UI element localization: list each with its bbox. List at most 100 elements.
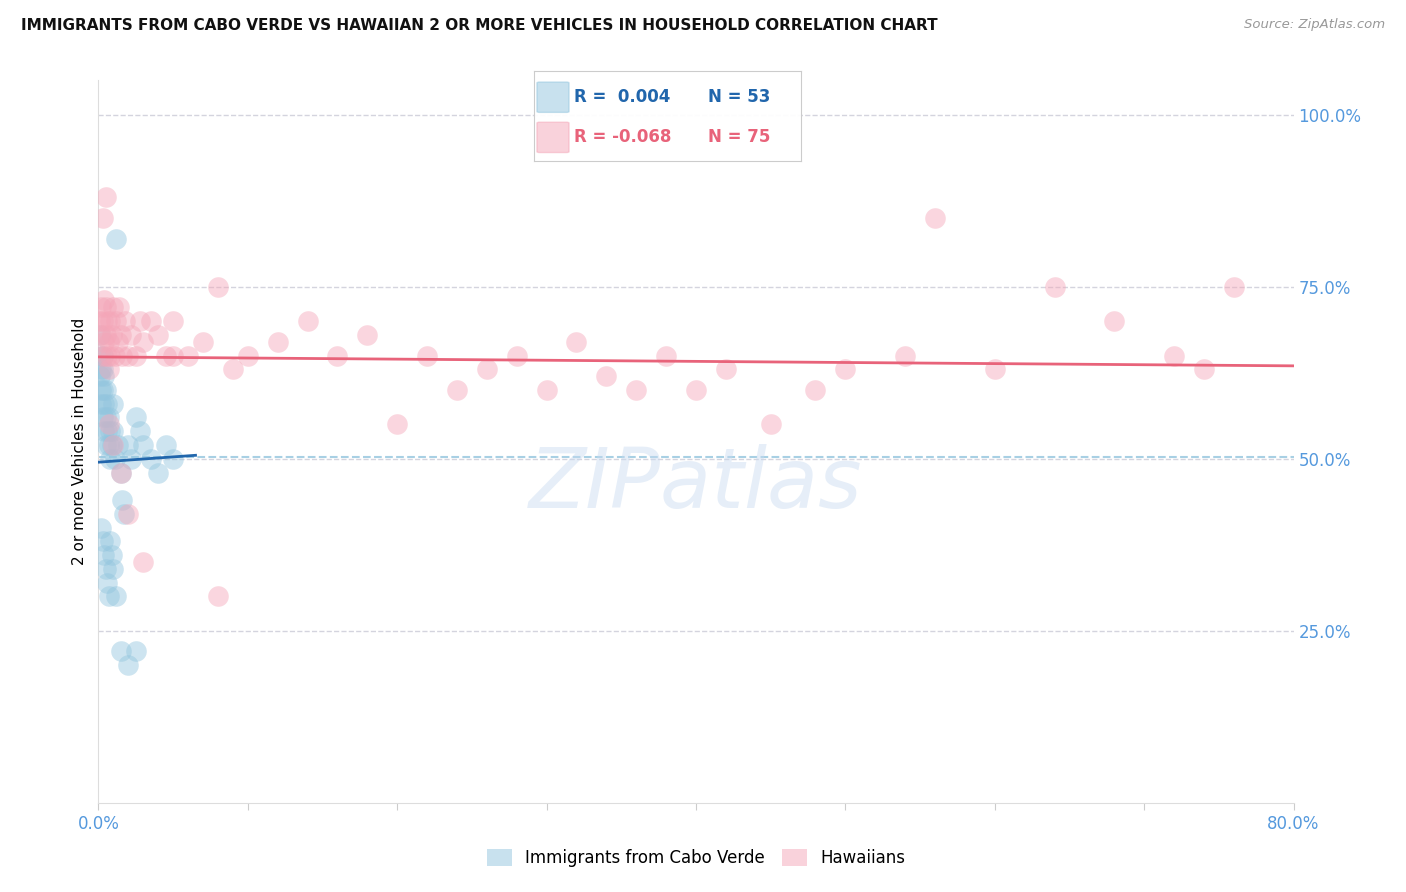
Point <box>162 314 184 328</box>
Legend: Immigrants from Cabo Verde, Hawaiians: Immigrants from Cabo Verde, Hawaiians <box>481 842 911 874</box>
Text: N = 53: N = 53 <box>709 88 770 106</box>
Point <box>108 301 131 315</box>
Point <box>91 314 114 328</box>
Point <box>90 397 112 411</box>
Point <box>984 362 1007 376</box>
Point <box>104 451 127 466</box>
Point <box>90 383 112 397</box>
Point <box>91 383 114 397</box>
Point <box>90 520 112 534</box>
Point <box>117 658 139 673</box>
Point <box>93 369 115 384</box>
Point <box>90 327 112 342</box>
Point <box>91 362 114 376</box>
Point <box>117 438 139 452</box>
Point <box>155 349 177 363</box>
Text: ZIPatlas: ZIPatlas <box>529 444 863 525</box>
Text: N = 75: N = 75 <box>709 128 770 146</box>
Point <box>101 548 124 562</box>
Point <box>1223 279 1246 293</box>
Point <box>105 590 128 604</box>
Point <box>90 362 112 376</box>
Point <box>132 555 155 569</box>
Point <box>129 314 152 328</box>
Point <box>155 438 177 452</box>
Point <box>162 349 184 363</box>
Point <box>132 334 155 349</box>
Point <box>94 410 117 425</box>
Point <box>385 417 409 432</box>
Point <box>90 301 112 315</box>
Point <box>97 362 120 376</box>
Point <box>1043 279 1066 293</box>
Point <box>105 314 128 328</box>
Point <box>112 507 135 521</box>
Point <box>326 349 349 363</box>
Point <box>101 327 124 342</box>
Point <box>107 334 129 349</box>
Point <box>103 397 125 411</box>
Point <box>110 644 132 658</box>
Point <box>94 562 117 576</box>
Point <box>148 327 170 342</box>
Point <box>96 397 118 411</box>
Point <box>105 231 128 245</box>
Point <box>475 362 498 376</box>
Point <box>97 438 120 452</box>
Point <box>97 334 120 349</box>
Point <box>90 349 112 363</box>
FancyBboxPatch shape <box>537 122 569 153</box>
Point <box>236 349 259 363</box>
Point <box>97 417 120 432</box>
Point <box>536 383 558 397</box>
Point <box>93 334 115 349</box>
Point <box>98 349 122 363</box>
Text: IMMIGRANTS FROM CABO VERDE VS HAWAIIAN 2 OR MORE VEHICLES IN HOUSEHOLD CORRELATI: IMMIGRANTS FROM CABO VERDE VS HAWAIIAN 2… <box>21 18 938 33</box>
Point <box>834 362 856 376</box>
Point <box>110 466 132 480</box>
FancyBboxPatch shape <box>537 82 569 112</box>
Point <box>1104 314 1126 328</box>
Point <box>120 451 142 466</box>
Point <box>416 349 439 363</box>
Text: R =  0.004: R = 0.004 <box>575 88 671 106</box>
Point <box>655 349 678 363</box>
Point <box>446 383 468 397</box>
Point <box>98 451 122 466</box>
Point <box>297 314 319 328</box>
Y-axis label: 2 or more Vehicles in Household: 2 or more Vehicles in Household <box>72 318 87 566</box>
Point <box>139 314 162 328</box>
Point <box>93 424 115 438</box>
Point <box>111 349 134 363</box>
Point <box>191 334 214 349</box>
Point <box>125 349 148 363</box>
Point <box>98 314 122 328</box>
Point <box>804 383 827 397</box>
Point <box>110 466 132 480</box>
Point <box>162 451 184 466</box>
Point <box>103 301 125 315</box>
Point <box>222 362 245 376</box>
Point <box>93 293 115 308</box>
Point <box>595 369 617 384</box>
Point <box>120 327 142 342</box>
Point <box>91 211 114 225</box>
Point <box>110 327 132 342</box>
Point <box>114 314 136 328</box>
Point <box>91 410 114 425</box>
Point <box>93 397 115 411</box>
Point <box>96 424 118 438</box>
Point <box>94 190 117 204</box>
Point <box>107 438 129 452</box>
Point <box>506 349 529 363</box>
Point <box>89 327 111 342</box>
Point <box>91 349 114 363</box>
Point <box>94 438 117 452</box>
Point <box>148 466 170 480</box>
Point <box>267 334 290 349</box>
Point <box>97 410 120 425</box>
Point <box>1163 349 1185 363</box>
Point <box>125 644 148 658</box>
Point <box>94 383 117 397</box>
Point <box>117 507 139 521</box>
